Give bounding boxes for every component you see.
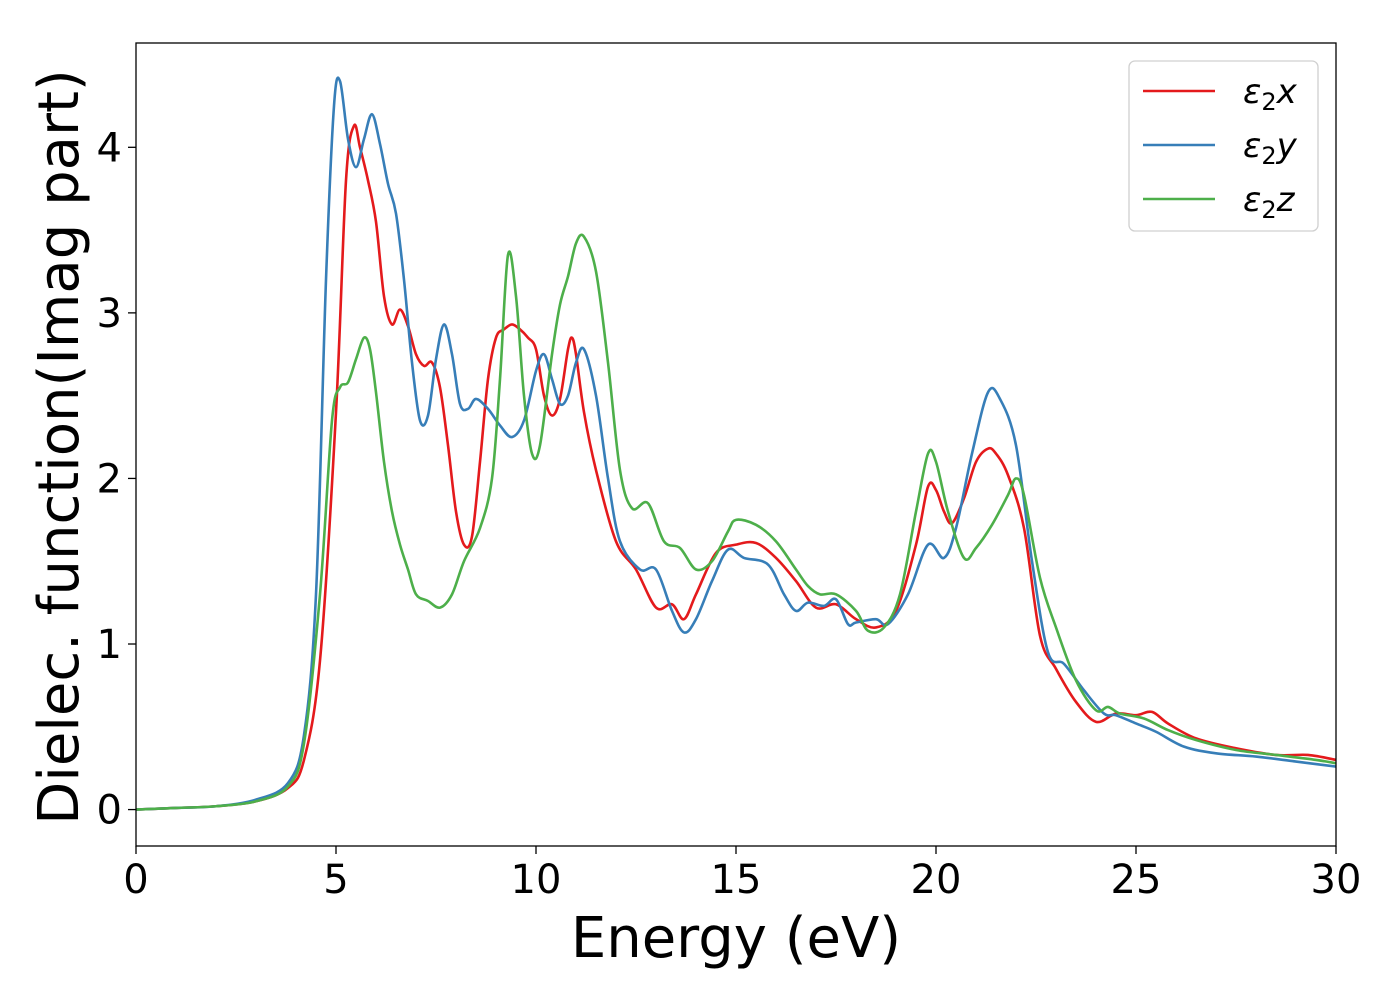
x-tick-label: 30: [1311, 857, 1362, 903]
series-layer: [136, 76, 1336, 811]
y-axis-ticks: 0 1 2 3 4: [97, 125, 136, 834]
x-tick-label: 20: [911, 857, 962, 903]
x-axis-ticks: 0 5 10 15 20 25 30: [123, 846, 1361, 903]
y-tick-label: 2: [97, 456, 122, 502]
x-tick-label: 25: [1111, 857, 1162, 903]
y-tick-label: 3: [97, 291, 122, 337]
x-tick-label: 5: [323, 857, 348, 903]
y-tick-label: 4: [97, 125, 122, 171]
x-tick-label: 15: [711, 857, 762, 903]
x-tick-label: 0: [123, 857, 148, 903]
series-line-x: [136, 123, 1336, 811]
y-axis-label: Dielec. function(Imag part): [27, 69, 92, 825]
series-line-y: [136, 76, 1336, 811]
y-tick-label: 0: [97, 788, 122, 834]
series-line-z: [136, 233, 1336, 811]
legend-label-y: ε2y: [1243, 126, 1298, 170]
legend-label-x: ε2x: [1243, 72, 1298, 116]
x-tick-label: 10: [511, 857, 562, 903]
legend-label-z: ε2z: [1243, 180, 1296, 224]
y-tick-label: 1: [97, 622, 122, 668]
legend: ε2x ε2y ε2z: [1128, 60, 1319, 232]
x-axis-label: Energy (eV): [571, 906, 901, 971]
legend-box: [1128, 60, 1319, 232]
